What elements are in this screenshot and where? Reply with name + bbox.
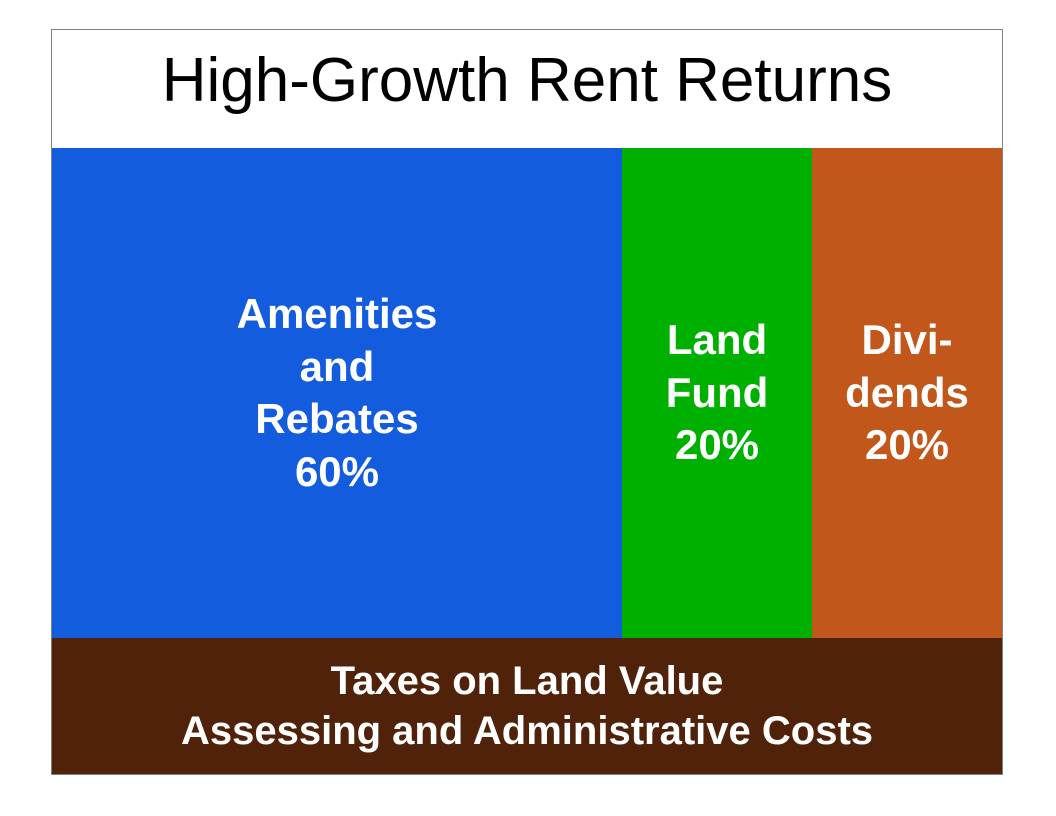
segment-dividends: Divi- dends 20% xyxy=(812,148,1002,638)
segment-label: Divi- dends 20% xyxy=(845,314,969,472)
segment-amenities-rebates: Amenities and Rebates 60% xyxy=(52,148,622,638)
footer-taxes-costs: Taxes on Land Value Assessing and Admini… xyxy=(52,638,1002,774)
segment-label: Land Fund 20% xyxy=(666,314,769,472)
footer-line-2: Assessing and Administrative Costs xyxy=(181,706,873,756)
chart-title: High-Growth Rent Returns xyxy=(51,48,1003,113)
footer-line-1: Taxes on Land Value xyxy=(331,656,724,706)
canvas: High-Growth Rent Returns Amenities and R… xyxy=(0,0,1056,816)
segment-land-fund: Land Fund 20% xyxy=(622,148,812,638)
segment-label: Amenities and Rebates 60% xyxy=(237,288,438,498)
